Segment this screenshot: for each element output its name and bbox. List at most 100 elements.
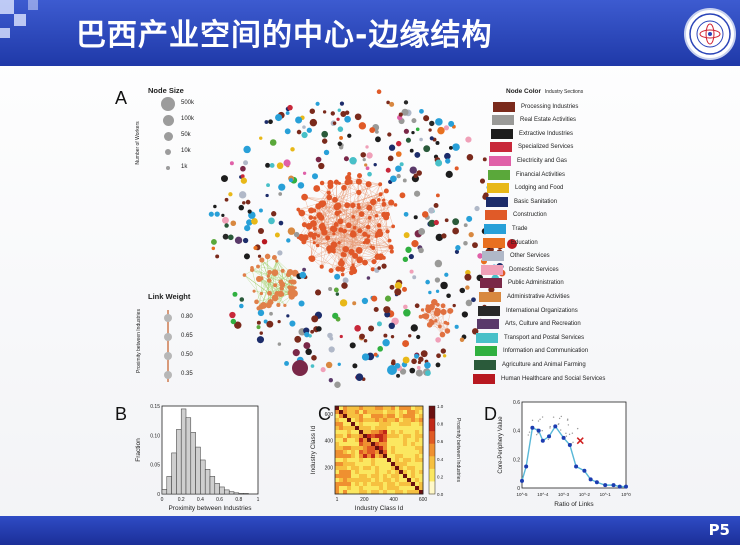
heatmap-cell [351, 486, 356, 491]
node-size-label: 10k [181, 148, 191, 154]
network-link [260, 260, 278, 307]
network-node [314, 289, 322, 296]
heatmap-cell [419, 430, 424, 435]
legend-swatch [482, 251, 504, 262]
y-tick-label: 200 [325, 465, 334, 471]
link-weight-label: 0.80 [181, 314, 193, 320]
heatmap-cell [379, 406, 384, 411]
network-node [357, 228, 363, 234]
heatmap-cell [379, 414, 384, 419]
heatmap-cell [371, 462, 376, 467]
heatmap-cell [411, 454, 416, 459]
heatmap-cell [391, 438, 396, 443]
heatmap-cell [339, 418, 344, 423]
heatmap-cell [403, 414, 408, 419]
network-node [313, 185, 321, 192]
heatmap-cell [351, 450, 356, 455]
network-node [394, 288, 402, 296]
legend-item: International Organizations [478, 305, 578, 316]
heatmap-cell [371, 474, 376, 479]
heatmap-cell [339, 490, 344, 495]
heatmap-cell [367, 474, 372, 479]
heatmap-cell [335, 466, 340, 471]
colorbar-segment [429, 406, 435, 420]
heatmap-cell [359, 438, 364, 443]
heatmap-cell [415, 430, 420, 435]
network-node [366, 234, 371, 239]
histogram-bar [238, 493, 244, 495]
heatmap-cell [379, 458, 384, 463]
heatmap-cell [375, 410, 380, 415]
network-link [429, 324, 448, 332]
heatmap-cell [403, 454, 408, 459]
heatmap-cell [339, 486, 344, 491]
network-node [256, 320, 261, 325]
node-size-label: 100k [181, 116, 195, 122]
heatmap-cell [359, 458, 364, 463]
network-node [336, 202, 341, 208]
network-node [347, 172, 352, 177]
heatmap-cell [343, 486, 348, 491]
heatmap-cell [351, 490, 356, 495]
network-node [440, 281, 448, 290]
network-node [385, 167, 391, 173]
x-tick-label: 600 [419, 497, 428, 503]
legend-item: Electricity and Gas [489, 155, 567, 166]
heatmap-cell [411, 442, 416, 447]
network-node [230, 220, 237, 227]
colorbar-segment [429, 443, 435, 457]
network-node [337, 108, 341, 112]
network-node [409, 269, 414, 274]
network-link [359, 175, 390, 241]
network-node [356, 256, 364, 264]
heatmap-cell [371, 478, 376, 483]
heatmap-cell [371, 414, 376, 419]
network-node [369, 127, 376, 134]
network-link [368, 202, 392, 237]
x-tick-label: 10^0 [621, 492, 631, 497]
legend-swatch [481, 264, 503, 275]
legend-swatch [473, 373, 495, 384]
legend-swatch [489, 155, 511, 166]
heatmap-cell [335, 446, 340, 451]
network-node [332, 312, 339, 319]
heatmap-cell [355, 406, 360, 411]
heatmap-cell [355, 458, 360, 463]
heatmap-cell [415, 466, 420, 471]
heatmap-cell [343, 406, 348, 411]
network-node [295, 116, 303, 124]
heatmap-cell [347, 450, 352, 455]
legend-swatch [483, 237, 505, 248]
network-node [376, 321, 382, 327]
heatmap-cell [419, 418, 424, 423]
heatmap-cell [411, 450, 416, 455]
heatmap-cell [355, 446, 360, 451]
network-node [393, 203, 398, 207]
legend-swatch [475, 346, 497, 357]
network-node [366, 152, 373, 159]
network-node [286, 238, 291, 243]
y-tick-label: 600 [325, 412, 334, 418]
network-node [356, 205, 361, 210]
heatmap-cell [407, 486, 412, 491]
heatmap-cell [399, 466, 404, 471]
heatmap-cell [387, 454, 392, 459]
network-node [433, 202, 439, 208]
heatmap-cell [391, 474, 396, 479]
heatmap-cell [335, 434, 340, 439]
network-node [384, 295, 392, 302]
heatmap-cell [391, 486, 396, 491]
heatmap-cell [367, 422, 372, 427]
network-node [220, 175, 228, 183]
link-weight-node [164, 333, 172, 341]
heatmap-cell [375, 418, 380, 423]
network-node [395, 165, 402, 172]
heatmap-cell [407, 474, 412, 479]
network-node [308, 255, 316, 262]
network-node [363, 338, 368, 343]
series-point [574, 464, 579, 469]
heatmap-cell [343, 454, 348, 459]
heatmap-cell [335, 458, 340, 463]
network-link [353, 216, 390, 241]
heatmap-cell [403, 422, 408, 427]
